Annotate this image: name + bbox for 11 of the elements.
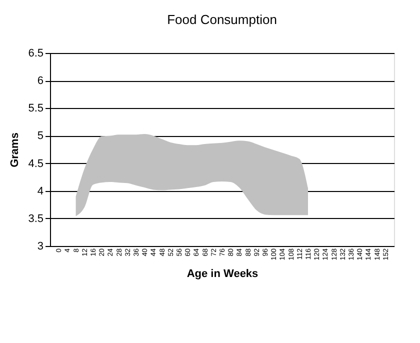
y-tick-label: 5.5 (28, 102, 44, 115)
y-tick-label: 5 (37, 130, 44, 142)
chart-title: Food Consumption (167, 12, 277, 27)
y-axis-title: Grams (9, 132, 22, 168)
y-tick-label: 6 (37, 75, 44, 88)
y-tick-label: 4.5 (28, 158, 44, 170)
y-tick-label: 3 (37, 240, 44, 252)
y-tick-label: 6.5 (28, 48, 44, 60)
x-axis-title: Age in Weeks (186, 268, 258, 280)
y-tick-label: 3.5 (28, 212, 44, 225)
y-tick-label: 4 (37, 185, 44, 198)
